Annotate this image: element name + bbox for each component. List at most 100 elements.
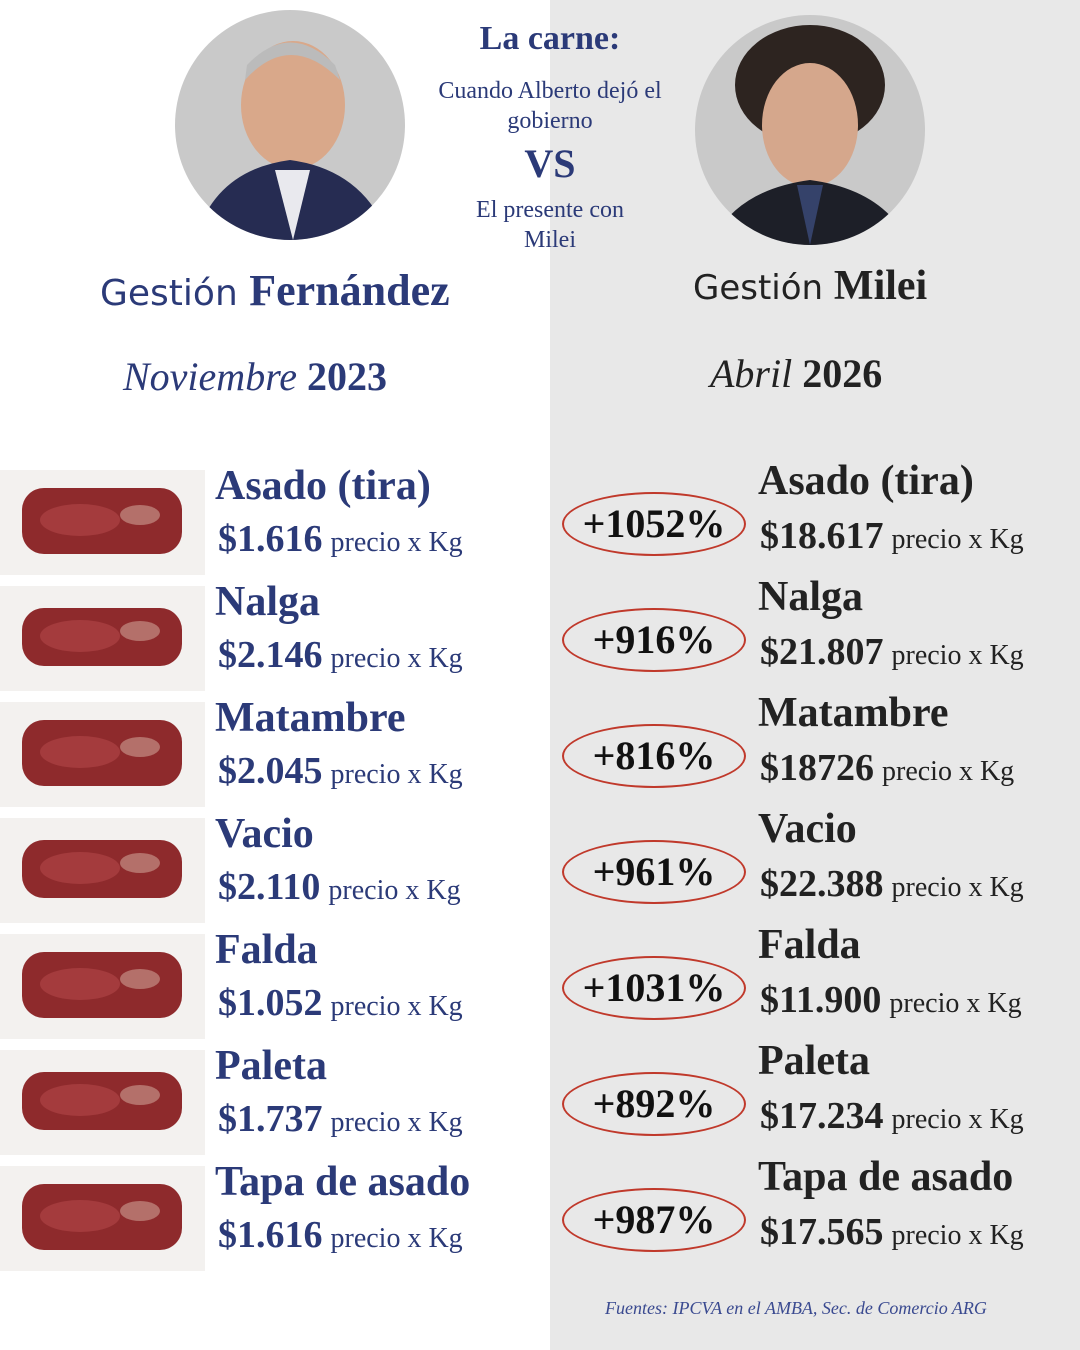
year: 2023 xyxy=(307,354,388,399)
fernandez-photo xyxy=(175,10,405,240)
shape xyxy=(120,853,160,873)
cut-name: Vacio xyxy=(758,806,857,852)
price-line: $18.617 precio x Kg xyxy=(760,514,1024,558)
unit: precio x Kg xyxy=(328,875,461,906)
cut-name: Matambre xyxy=(758,690,949,736)
meat-image xyxy=(22,1072,182,1130)
shape xyxy=(120,737,160,757)
change: +916% xyxy=(562,608,746,672)
shape xyxy=(40,852,120,884)
price-line: $11.900 precio x Kg xyxy=(760,978,1022,1022)
meat-image xyxy=(22,488,182,554)
price: $11.900 xyxy=(760,979,882,1021)
meat-photo xyxy=(0,470,205,575)
price: $22.388 xyxy=(760,863,884,905)
change-value: +892% xyxy=(592,1081,716,1126)
meat-image xyxy=(22,840,182,898)
unit: precio x Kg xyxy=(330,1223,463,1254)
unit: precio x Kg xyxy=(882,756,1015,787)
price: $18726 xyxy=(760,747,874,789)
unit: precio x Kg xyxy=(891,1104,1024,1135)
month: Abril xyxy=(710,351,793,396)
cut-name: Nalga xyxy=(215,579,320,625)
cut-name: Nalga xyxy=(758,574,863,620)
change: +1031% xyxy=(562,956,746,1020)
milei-photo xyxy=(695,15,925,245)
price-line: $22.388 precio x Kg xyxy=(760,862,1024,906)
change-value: +987% xyxy=(592,1197,716,1242)
meat-image xyxy=(22,608,182,666)
cut-name: Paleta xyxy=(215,1043,327,1089)
price: $1.052 xyxy=(218,982,323,1024)
management-heading: Gestión Fernández xyxy=(100,265,450,316)
change: +961% xyxy=(562,840,746,904)
unit: precio x Kg xyxy=(891,1220,1024,1251)
price: $1.737 xyxy=(218,1098,323,1140)
change-value: +1052% xyxy=(582,501,726,546)
vs: VS xyxy=(524,141,576,186)
price: $21.807 xyxy=(760,631,884,673)
unit: precio x Kg xyxy=(330,759,463,790)
price: $17.565 xyxy=(760,1211,884,1253)
unit: precio x Kg xyxy=(330,643,463,674)
cut-name: Paleta xyxy=(758,1038,870,1084)
shape xyxy=(40,620,120,652)
shape xyxy=(40,1200,120,1232)
change: +1052% xyxy=(562,492,746,556)
portrait xyxy=(195,41,390,240)
shape xyxy=(120,505,160,525)
date: Abril 2026 xyxy=(710,350,882,397)
meat-photo xyxy=(0,586,205,691)
source: Fuentes: IPCVA en el AMBA, Sec. de Comer… xyxy=(605,1298,987,1318)
cut-name: Tapa de asado xyxy=(215,1159,471,1205)
cut-name: Tapa de asado xyxy=(758,1154,1014,1200)
change-value: +1031% xyxy=(582,965,726,1010)
unit: precio x Kg xyxy=(891,524,1024,555)
price: $17.234 xyxy=(760,1095,884,1137)
portrait xyxy=(710,25,910,245)
meat-photo xyxy=(0,702,205,807)
price-line: $2.110 precio x Kg xyxy=(218,865,461,909)
month: Noviembre xyxy=(123,354,298,399)
meat-photo xyxy=(0,1166,205,1271)
unit: precio x Kg xyxy=(330,991,463,1022)
subtitle: El presente con Milei xyxy=(476,197,624,253)
price-line: $17.234 precio x Kg xyxy=(760,1094,1024,1138)
shape xyxy=(40,1084,120,1116)
change: +816% xyxy=(562,724,746,788)
cut-name: Matambre xyxy=(215,695,406,741)
unit: precio x Kg xyxy=(889,988,1022,1019)
price-line: $2.045 precio x Kg xyxy=(218,749,463,793)
subtitle: Cuando Alberto dejó el gobierno xyxy=(438,78,662,134)
price: $18.617 xyxy=(760,515,884,557)
shape xyxy=(40,504,120,536)
date: Noviembre 2023 xyxy=(123,353,387,400)
title: La carne: xyxy=(479,20,621,57)
cut-name: Falda xyxy=(215,927,318,973)
change-value: +961% xyxy=(592,849,716,894)
meat-image xyxy=(22,952,182,1018)
meat-photo xyxy=(0,934,205,1039)
meat-image xyxy=(22,1184,182,1250)
shape xyxy=(120,1201,160,1221)
shape xyxy=(120,621,160,641)
shape xyxy=(40,968,120,1000)
shape xyxy=(120,1085,160,1105)
unit: precio x Kg xyxy=(891,640,1024,671)
cut-name: Vacio xyxy=(215,811,314,857)
name: Milei xyxy=(833,263,928,309)
price-line: $2.146 precio x Kg xyxy=(218,633,463,677)
shape xyxy=(40,736,120,768)
price: $1.616 xyxy=(218,1214,323,1256)
name: Fernández xyxy=(249,266,450,315)
cut-name: Falda xyxy=(758,922,861,968)
price: $2.045 xyxy=(218,750,323,792)
meat-photo xyxy=(0,1050,205,1155)
change: +987% xyxy=(562,1188,746,1252)
cut-name: Asado (tira) xyxy=(215,463,431,509)
price: $2.110 xyxy=(218,866,321,908)
unit: precio x Kg xyxy=(891,872,1024,903)
label: Gestión xyxy=(693,268,824,308)
price: $1.616 xyxy=(218,518,323,560)
